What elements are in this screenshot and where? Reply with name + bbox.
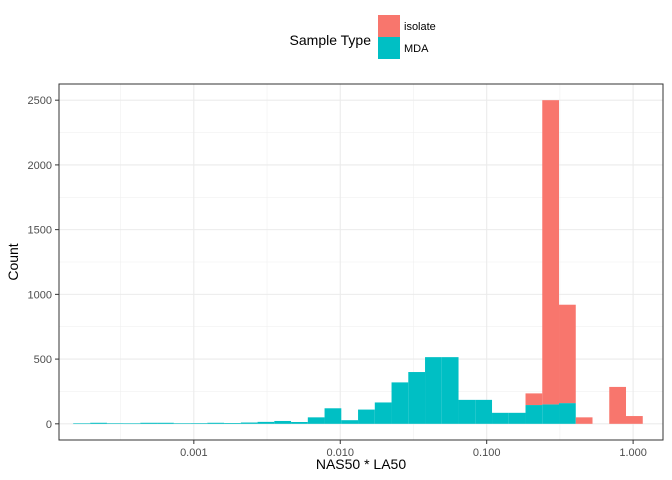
bar-mda: [157, 422, 174, 424]
y-tick-label: 1500: [28, 225, 52, 237]
bar-mda: [240, 422, 258, 424]
bar-mda: [257, 421, 275, 424]
y-tick-label: 500: [34, 354, 52, 366]
bar-isolate: [542, 100, 560, 405]
bars: [73, 100, 643, 425]
bar-mda: [274, 420, 292, 424]
bar-mda: [140, 422, 158, 424]
bar-mda: [441, 357, 459, 424]
bar-mda: [324, 408, 342, 424]
y-tick-label: 1000: [28, 289, 52, 301]
x-axis-title: NAS50 * LA50: [316, 456, 406, 472]
bar-mda: [458, 399, 476, 424]
bar-mda: [106, 423, 124, 424]
bar-mda: [492, 412, 509, 424]
bar-mda: [123, 423, 141, 425]
y-axis-title: Count: [5, 243, 21, 280]
legend-label-mda: MDA: [404, 43, 429, 55]
bar-mda: [408, 372, 426, 424]
bar-mda: [173, 423, 191, 424]
bar-mda: [90, 422, 107, 424]
bar-mda: [307, 417, 325, 424]
bar-mda: [374, 402, 392, 424]
bar-mda: [559, 403, 576, 424]
bar-isolate: [525, 393, 543, 406]
x-tick-label: 1.000: [619, 447, 647, 459]
y-tick-label: 0: [46, 419, 52, 431]
grid-minor: [59, 84, 663, 440]
legend-key-mda: [378, 37, 400, 59]
bar-mda: [291, 422, 308, 424]
bar-mda: [190, 423, 208, 424]
legend-title: Sample Type: [290, 32, 372, 48]
bar-isolate: [559, 304, 576, 404]
x-tick-label: 0.010: [326, 447, 354, 459]
x-tick-label: 0.100: [473, 447, 501, 459]
y-tick-label: 2500: [28, 95, 52, 107]
bar-mda: [341, 420, 359, 424]
y-tick-label: 2000: [28, 160, 52, 172]
bar-mda: [391, 382, 409, 424]
x-axis: 0.001 0.010 0.100 1.000: [180, 440, 647, 459]
bar-mda: [475, 399, 493, 424]
legend-label-isolate: isolate: [404, 21, 436, 33]
bar-mda: [525, 405, 543, 424]
plot-border: [58, 83, 664, 441]
bar-mda: [224, 423, 241, 424]
bar-isolate: [609, 386, 627, 424]
bar-mda: [358, 409, 375, 424]
y-axis: 0 500 1000 1500 2000 2500: [28, 95, 59, 431]
bar-isolate: [626, 416, 643, 424]
bar-mda: [542, 404, 560, 424]
x-tick-label: 0.001: [180, 447, 208, 459]
bar-isolate: [575, 417, 593, 424]
bar-mda: [508, 412, 526, 424]
legend-key-isolate: [378, 15, 400, 37]
bar-mda: [425, 357, 442, 424]
bar-mda: [73, 423, 91, 425]
bar-mda: [207, 422, 225, 424]
legend: Sample Type isolate MDA: [290, 15, 436, 59]
